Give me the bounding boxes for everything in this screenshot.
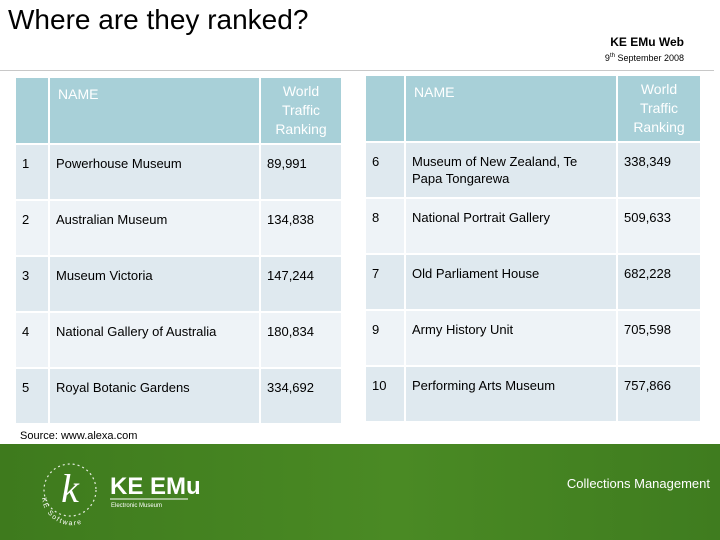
row-rank: 89,991 [261, 145, 341, 199]
ranking-table-right: NAME World Traffic Ranking 6 Museum of N… [364, 74, 702, 423]
row-name: National Gallery of Australia [50, 313, 259, 367]
table-row: 6 Museum of New Zealand, Te Papa Tongare… [366, 143, 700, 197]
row-num: 3 [16, 257, 48, 311]
row-num: 5 [16, 369, 48, 423]
row-name: Old Parliament House [406, 255, 616, 309]
ranking-table-left: NAME World Traffic Ranking 1 Powerhouse … [14, 76, 343, 425]
logo-letter: k [61, 466, 80, 511]
row-name: Australian Museum [50, 201, 259, 255]
header-num [366, 76, 404, 141]
row-rank: 509,633 [618, 199, 700, 253]
row-rank: 180,834 [261, 313, 341, 367]
date-rest: September 2008 [614, 53, 684, 63]
row-name: Museum Victoria [50, 257, 259, 311]
logo-subtitle: Electronic Museum [111, 503, 162, 509]
table-row: 9 Army History Unit 705,598 [366, 311, 700, 365]
header-name: NAME [406, 76, 616, 141]
header-divider [0, 70, 714, 71]
row-num: 6 [366, 143, 404, 197]
date-suffix: th [609, 53, 615, 59]
footer-bar: k KE Software KE EMu Electronic Museum C… [0, 444, 720, 540]
row-num: 10 [366, 367, 404, 421]
source-note: Source: www.alexa.com [20, 430, 138, 442]
row-rank: 682,228 [618, 255, 700, 309]
row-num: 4 [16, 313, 48, 367]
table-row: 7 Old Parliament House 682,228 [366, 255, 700, 309]
row-rank: 338,349 [618, 143, 700, 197]
table-row: 2 Australian Museum 134,838 [16, 201, 341, 255]
footer-tagline: Collections Management [566, 476, 710, 491]
row-name: Army History Unit [406, 311, 616, 365]
row-rank: 134,838 [261, 201, 341, 255]
row-name: National Portrait Gallery [406, 199, 616, 253]
table-header-row: NAME World Traffic Ranking [16, 78, 341, 143]
row-num: 9 [366, 311, 404, 365]
logo-name: KE EMu [110, 473, 201, 500]
ke-software-logo-icon: k KE Software KE EMu Electronic Museum [40, 463, 201, 527]
header-name: NAME [50, 78, 259, 143]
row-name: Powerhouse Museum [50, 145, 259, 199]
date-day: 9 [604, 53, 610, 63]
brand-label: KE EMu Web [610, 35, 684, 49]
row-num: 2 [16, 201, 48, 255]
table-row: 10 Performing Arts Museum 757,866 [366, 367, 700, 421]
table-row: 3 Museum Victoria 147,244 [16, 257, 341, 311]
slide-title: Where are they ranked? [8, 4, 309, 35]
table-row: 1 Powerhouse Museum 89,991 [16, 145, 341, 199]
table-header-row: NAME World Traffic Ranking [366, 76, 700, 141]
row-name: Museum of New Zealand, Te Papa Tongarewa [406, 143, 616, 197]
row-num: 7 [366, 255, 404, 309]
table-row: 5 Royal Botanic Gardens 334,692 [16, 369, 341, 423]
row-rank: 147,244 [261, 257, 341, 311]
row-rank: 705,598 [618, 311, 700, 365]
date-label: 9th September 2008 [605, 53, 684, 63]
row-rank: 334,692 [261, 369, 341, 423]
row-name: Royal Botanic Gardens [50, 369, 259, 423]
header-rank: World Traffic Ranking [261, 78, 341, 143]
row-rank: 757,866 [618, 367, 700, 421]
row-name: Performing Arts Museum [406, 367, 616, 421]
table-row: 4 National Gallery of Australia 180,834 [16, 313, 341, 367]
row-num: 8 [366, 199, 404, 253]
row-num: 1 [16, 145, 48, 199]
header-num [16, 78, 48, 143]
header-rank: World Traffic Ranking [618, 76, 700, 141]
table-row: 8 National Portrait Gallery 509,633 [366, 199, 700, 253]
